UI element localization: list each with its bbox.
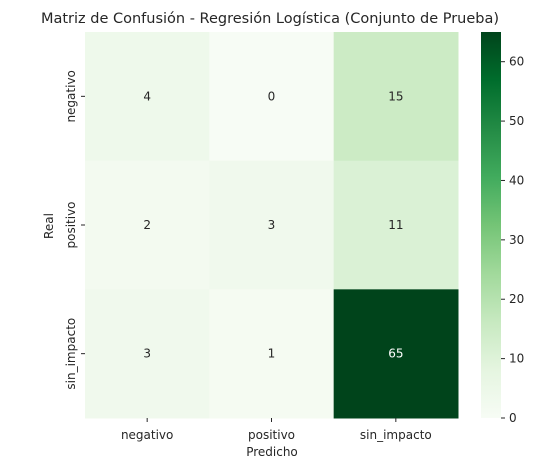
heatmap-cell xyxy=(333,289,459,419)
heatmap-cell xyxy=(333,160,459,290)
heatmap-cell xyxy=(209,160,335,290)
colorbar-tick-label: 60 xyxy=(509,55,524,69)
heatmap-cells xyxy=(85,32,459,419)
x-axis-label: Predicho xyxy=(246,445,298,459)
cell-value-label: 15 xyxy=(388,89,403,103)
colorbar-tick-label: 40 xyxy=(509,173,524,187)
x-tick-label: positivo xyxy=(248,428,295,442)
y-tick-label: positivo xyxy=(64,201,78,248)
heatmap-cell xyxy=(209,289,335,419)
cell-value-label: 1 xyxy=(268,347,276,361)
heatmap-cell xyxy=(209,32,335,162)
colorbar-tick-label: 0 xyxy=(509,411,517,425)
cell-value-label: 3 xyxy=(143,347,151,361)
y-tick-label: negativo xyxy=(64,70,78,122)
colorbar-tick-label: 10 xyxy=(509,352,524,366)
x-tick-label: negativo xyxy=(121,428,173,442)
y-axis-label: Real xyxy=(42,213,56,239)
x-tick-label: sin_impacto xyxy=(360,428,432,442)
cell-value-label: 4 xyxy=(143,89,151,103)
x-axis-ticks: negativo positivo sin_impacto xyxy=(121,418,432,442)
colorbar-tick-label: 50 xyxy=(509,114,524,128)
heatmap-cell xyxy=(85,289,210,419)
cell-value-label: 3 xyxy=(268,218,276,232)
y-tick-label: sin_impacto xyxy=(64,318,78,390)
heatmap-cell-labels: 4 0 15 2 3 11 3 1 65 xyxy=(143,89,403,360)
cell-value-label: 0 xyxy=(268,89,276,103)
heatmap-cell xyxy=(333,32,459,162)
colorbar xyxy=(481,32,501,418)
cell-value-label: 65 xyxy=(388,347,403,361)
heatmap-cell xyxy=(85,160,210,290)
colorbar-ticks: 0 10 20 30 40 50 60 xyxy=(501,55,524,425)
cell-value-label: 11 xyxy=(388,218,403,232)
chart-title: Matriz de Confusión - Regresión Logístic… xyxy=(41,11,499,27)
cell-value-label: 2 xyxy=(143,218,151,232)
heatmap-cell xyxy=(85,32,210,162)
colorbar-tick-label: 30 xyxy=(509,233,524,247)
y-axis-ticks: negativo positivo sin_impacto xyxy=(64,70,85,390)
colorbar-tick-label: 20 xyxy=(509,292,524,306)
